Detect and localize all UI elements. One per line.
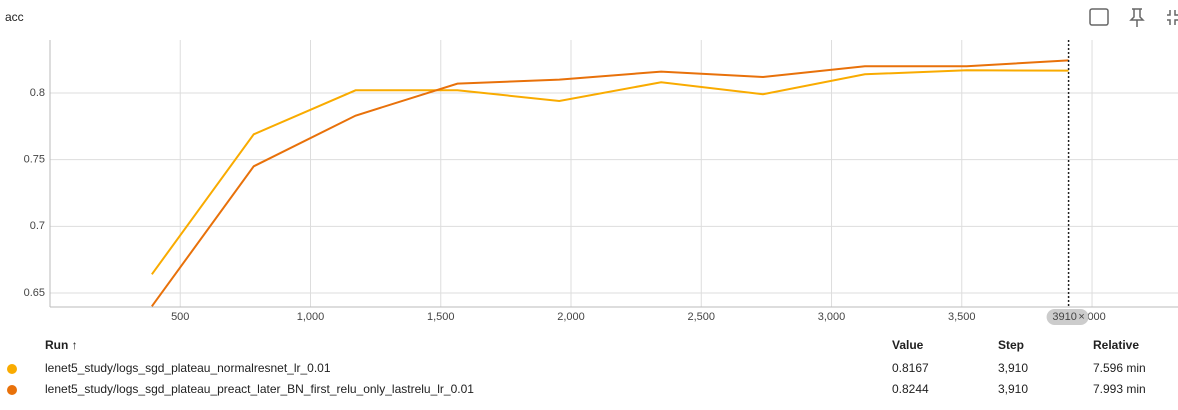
hover-close[interactable]: × (1078, 311, 1084, 323)
table-cell: lenet5_study/logs_sgd_plateau_preact_lat… (45, 382, 474, 396)
fit-icon[interactable] (1089, 8, 1109, 26)
series-line (151, 59, 1069, 307)
x-tick-label: 500 (171, 311, 189, 323)
y-tick-label: 0.7 (30, 220, 45, 232)
table-cell: lenet5_study/logs_sgd_plateau_normalresn… (45, 361, 331, 375)
table-header: Step (998, 338, 1024, 352)
x-tick-label: 2,000 (557, 311, 585, 323)
x-tick-label: 1,500 (427, 311, 455, 323)
table-cell: 7.596 min (1093, 361, 1146, 375)
x-tick-label: 1,000 (297, 311, 325, 323)
x-tick-label: 2,500 (688, 311, 716, 323)
table-header: Run ↑ (45, 338, 78, 352)
x-tick-label: 3,000 (818, 311, 846, 323)
table-cell: 0.8167 (892, 361, 929, 375)
table-cell: 3,910 (998, 382, 1028, 396)
table-cell: 3,910 (998, 361, 1028, 375)
y-tick-label: 0.75 (24, 154, 45, 166)
series-line (151, 69, 1069, 275)
table-cell: 7.993 min (1093, 382, 1146, 396)
toolbar-icons[interactable] (1089, 8, 1178, 27)
hover-badge (1046, 309, 1089, 325)
pin-icon[interactable] (1129, 8, 1145, 27)
table-cell: 0.8244 (892, 382, 929, 396)
x-tick-label: 3,500 (948, 311, 976, 323)
chart-title: acc (5, 10, 24, 24)
table-header: Value (892, 338, 924, 352)
run-color-dot (7, 364, 17, 374)
table-header: Relative (1093, 338, 1139, 352)
expand-icon[interactable] (1167, 10, 1178, 25)
run-color-dot (7, 385, 17, 395)
y-tick-label: 0.8 (30, 87, 45, 99)
hover-step-label: 3910 (1052, 311, 1076, 323)
y-tick-label: 0.65 (24, 287, 45, 299)
